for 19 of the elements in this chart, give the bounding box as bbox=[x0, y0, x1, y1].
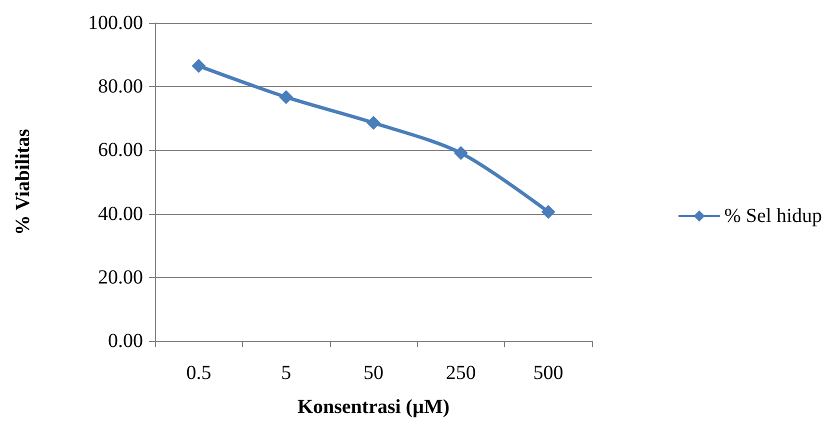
x-tick-label: 0.5 bbox=[186, 362, 212, 384]
y-tick-label: 60.00 bbox=[98, 139, 143, 162]
x-tick-label: 5 bbox=[281, 362, 292, 384]
y-tick-label: 0.00 bbox=[108, 330, 143, 352]
x-tick-label: 50 bbox=[364, 362, 384, 384]
x-tick-label: 250 bbox=[446, 362, 476, 384]
legend-label: % Sel hidup bbox=[724, 205, 822, 227]
x-axis-title: Konsentrasi (µM) bbox=[297, 396, 450, 418]
y-tick-label: 40.00 bbox=[98, 202, 143, 225]
point bbox=[541, 204, 556, 219]
y-tick-label: 80.00 bbox=[98, 76, 143, 98]
y-axis-title: % Viabilitas bbox=[12, 128, 34, 236]
point bbox=[366, 116, 380, 130]
point bbox=[454, 146, 468, 160]
point bbox=[279, 90, 294, 104]
point bbox=[192, 58, 206, 73]
x-tick-label: 500 bbox=[533, 362, 564, 384]
y-tick-label: 100.00 bbox=[88, 12, 143, 34]
y-tick-label: 20.00 bbox=[98, 266, 143, 288]
